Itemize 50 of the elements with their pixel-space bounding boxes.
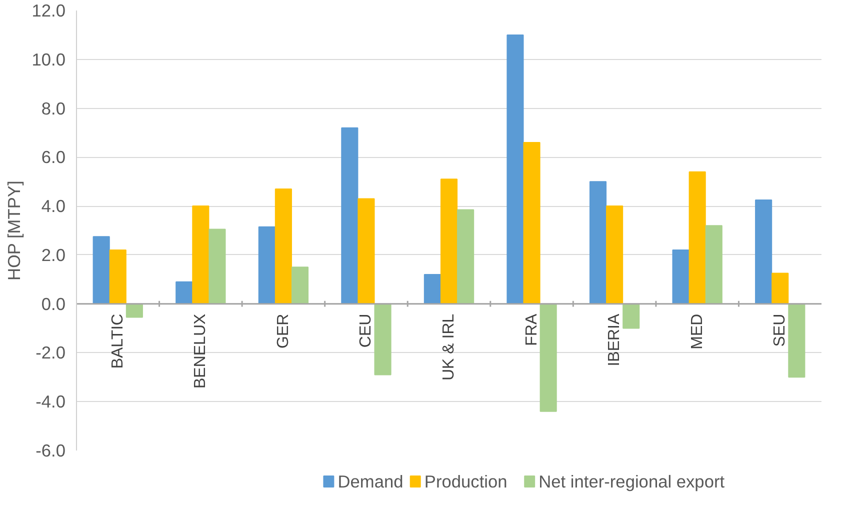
y-tick-label: 12.0 [32, 0, 66, 20]
legend-label: Demand [338, 472, 404, 492]
y-tick-label: 4.0 [41, 196, 66, 216]
bar [374, 303, 392, 376]
bar [457, 209, 474, 304]
x-tick-label: BENELUX [192, 314, 210, 389]
bar [755, 199, 772, 304]
y-axis-title: HOP [MTPY] [4, 180, 24, 281]
x-tick-label: BALTIC [109, 314, 126, 369]
bar [705, 225, 722, 304]
bar [606, 206, 624, 304]
bar [192, 206, 210, 304]
bar [622, 303, 640, 329]
bar [92, 236, 110, 304]
y-tick-label: -6.0 [36, 440, 66, 460]
y-tick-label: 8.0 [41, 98, 66, 118]
bar [341, 127, 358, 304]
bar [274, 188, 292, 304]
bar [506, 34, 524, 304]
bar [672, 250, 690, 304]
bar [424, 274, 441, 304]
bar [176, 281, 193, 304]
x-tick-label: FRA [523, 314, 540, 346]
bar [358, 198, 375, 304]
y-tick-label: -2.0 [36, 342, 66, 363]
bar [540, 303, 557, 412]
y-tick-label: 6.0 [41, 147, 66, 168]
bar [440, 178, 458, 304]
bar [523, 142, 540, 304]
x-tick-label: UK & IRL [440, 314, 458, 381]
bar [589, 181, 607, 304]
bar [788, 303, 806, 378]
x-tick-label: GER [274, 314, 292, 349]
x-tick-label: SEU [772, 314, 789, 347]
x-tick-label: IBERIA [606, 314, 624, 366]
y-tick-label: 10.0 [32, 49, 66, 70]
y-tick-label: 0.0 [41, 294, 66, 314]
bar [126, 303, 143, 318]
bar [109, 250, 126, 304]
bar [772, 272, 789, 304]
y-tick-label: 2.0 [41, 244, 66, 265]
legend-label: Net inter-regional export [538, 472, 725, 492]
y-tick-label: -4.0 [36, 392, 66, 412]
x-tick-label: CEU [358, 314, 375, 348]
bar [688, 171, 706, 304]
bar [258, 226, 276, 304]
x-tick-label: MED [688, 314, 706, 350]
bar [208, 228, 226, 304]
bar [291, 266, 309, 304]
legend-label: Production [424, 472, 508, 492]
